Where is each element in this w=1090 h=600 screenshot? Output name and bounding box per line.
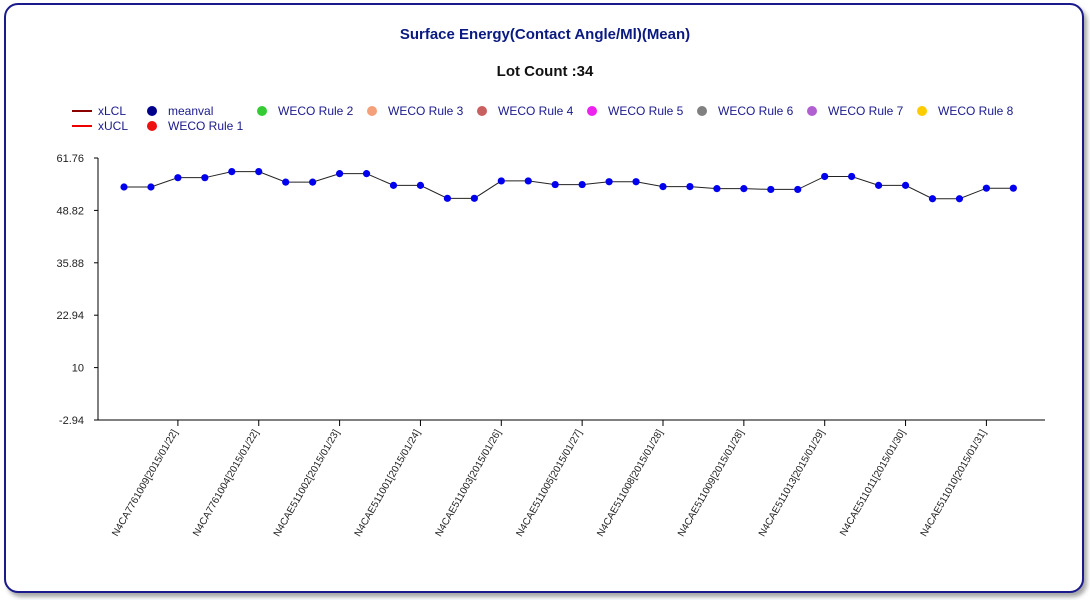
y-tick-label: 61.76 — [56, 153, 84, 165]
x-tick-label: N4CAE511010[2015/01/31] — [919, 428, 989, 539]
data-point — [848, 172, 856, 181]
data-point — [174, 174, 182, 182]
legend-label: WECO Rule 2 — [278, 104, 354, 118]
chart-subtitle: Lot Count :34 — [496, 63, 594, 80]
data-point — [282, 178, 290, 186]
legend-swatch-dot — [587, 106, 597, 116]
data-point — [875, 181, 883, 189]
legend-swatch-dot — [807, 106, 817, 116]
legend-swatch-dot — [257, 106, 267, 116]
x-tick-label: N4CAE511013[2015/01/29] — [757, 428, 827, 539]
x-tick-label: N4CAE511003[2015/01/26] — [434, 428, 504, 539]
x-tick-label: N4CA7761004[2015/01/22] — [191, 428, 261, 539]
y-tick-label: 48.82 — [56, 205, 84, 217]
legend-label: WECO Rule 3 — [388, 104, 464, 118]
data-point — [551, 180, 559, 189]
data-point — [524, 177, 532, 185]
data-point — [120, 183, 128, 191]
axes: 61.76 48.82 35.88 22.94 10 -2.94 N4CA7761009[2… — [56, 153, 1045, 539]
legend-label: WECO Rule 7 — [828, 104, 904, 118]
legend-label: WECO Rule 4 — [498, 104, 574, 118]
x-tick-label: N4CAE511002[2015/01/23] — [272, 428, 342, 539]
x-tick-label: N4CAE511011[2015/01/30] — [838, 428, 908, 538]
data-point — [443, 194, 451, 202]
x-tick-label: N4CAE511009[2015/01/28] — [676, 428, 746, 539]
data-point — [255, 168, 263, 176]
data-point — [497, 177, 505, 185]
data-point — [309, 178, 317, 186]
legend-label: WECO Rule 8 — [938, 104, 1014, 118]
legend-label: WECO Rule 6 — [718, 104, 794, 118]
x-tick-label: N4CA7761009[2015/01/22] — [110, 428, 180, 539]
data-point — [713, 185, 721, 193]
data-point — [578, 180, 586, 189]
legend-label: meanval — [168, 104, 213, 118]
x-tick-label: N4CAE511005[2015/01/27] — [514, 428, 584, 539]
data-point — [336, 170, 344, 178]
y-tick-label: 10 — [72, 363, 84, 375]
x-tick-label: N4CAE511001[2015/01/24] — [353, 428, 423, 539]
series-layer — [120, 168, 1017, 203]
series-line-meanval — [124, 171, 1014, 200]
data-point — [686, 182, 694, 191]
legend-swatch-dot — [147, 121, 157, 131]
legend-label: xUCL — [98, 119, 128, 133]
data-point — [659, 182, 667, 191]
data-point — [955, 195, 964, 203]
data-point — [794, 185, 802, 194]
legend-swatch-dot — [367, 106, 377, 116]
legend-label: WECO Rule 1 — [168, 119, 244, 133]
chart-frame — [4, 3, 1084, 593]
y-tick-label: 22.94 — [56, 310, 84, 322]
y-tick-label: 35.88 — [56, 258, 84, 270]
legend-swatch-dot — [477, 106, 487, 116]
data-point — [632, 178, 640, 186]
data-point — [416, 181, 425, 189]
x-tick-label: N4CAE511008[2015/01/28] — [595, 428, 665, 539]
data-point — [228, 168, 236, 176]
legend-swatch-dot — [697, 106, 707, 116]
data-point — [767, 185, 775, 194]
data-point — [201, 174, 209, 182]
chart-title: Surface Energy(Contact Angle/Ml)(Mean) — [399, 26, 691, 43]
data-point — [901, 181, 910, 189]
data-point — [821, 172, 829, 181]
data-point — [389, 181, 398, 189]
legend-swatch-dot — [917, 106, 927, 116]
data-point — [982, 184, 991, 192]
legend-label: WECO Rule 5 — [608, 104, 684, 118]
data-point — [605, 178, 613, 186]
legend-label: xLCL — [98, 104, 126, 118]
data-point — [1009, 184, 1017, 192]
data-point — [740, 185, 748, 193]
y-tick-label: -2.94 — [59, 415, 84, 427]
data-point — [147, 183, 155, 191]
data-point — [928, 195, 937, 203]
legend-swatch-dot — [147, 106, 157, 116]
data-point — [362, 170, 371, 178]
data-point — [470, 194, 478, 202]
